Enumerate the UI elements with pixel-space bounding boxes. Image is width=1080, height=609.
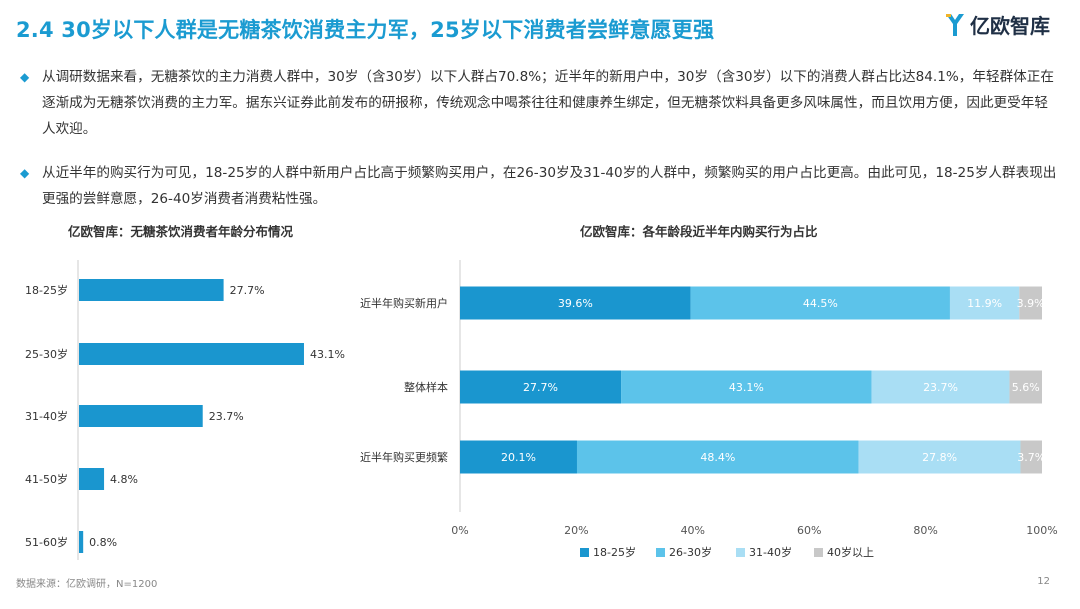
- category-label: 整体样本: [404, 380, 448, 394]
- legend-label: 26-30岁: [669, 545, 712, 559]
- bar-value-label: 4.8%: [110, 473, 138, 486]
- category-label: 51-60岁: [25, 535, 68, 549]
- category-label: 41-50岁: [25, 472, 68, 486]
- category-label: 31-40岁: [25, 409, 68, 423]
- stacked-segment: [460, 440, 577, 474]
- stacked-segment: [1019, 286, 1042, 320]
- diamond-bullet-icon: ◆: [20, 166, 30, 180]
- bar: [79, 405, 203, 427]
- brand-logo: 亿欧智库: [944, 10, 1050, 39]
- stacked-segment: [871, 370, 1010, 404]
- legend-swatch: [814, 548, 823, 557]
- x-tick-label: 80%: [913, 524, 937, 537]
- segment-value-label: 3.7%: [1017, 451, 1045, 464]
- bar: [79, 468, 105, 490]
- data-source-note: 数据来源：亿欧调研，N=1200: [16, 579, 158, 590]
- category-label: 25-30岁: [25, 347, 68, 361]
- bar: [79, 279, 224, 301]
- segment-value-label: 23.7%: [923, 381, 958, 394]
- x-tick-label: 100%: [1026, 524, 1057, 537]
- bullet-1: ◆ 从调研数据来看，无糖茶饮的主力消费人群中，30岁（含30岁）以下人群占70.…: [20, 64, 1060, 142]
- legend-swatch: [656, 548, 665, 557]
- stacked-segment: [858, 440, 1021, 474]
- bar-value-label: 27.7%: [230, 284, 265, 297]
- segment-value-label: 39.6%: [558, 297, 593, 310]
- bullet-2-text: 从近半年的购买行为可见，18-25岁的人群中新用户占比高于频繁购买用户，在26-…: [42, 165, 1057, 207]
- x-tick-label: 60%: [797, 524, 821, 537]
- segment-value-label: 3.9%: [1017, 297, 1045, 310]
- x-tick-label: 40%: [681, 524, 705, 537]
- x-tick-label: 0%: [451, 524, 468, 537]
- legend-label: 31-40岁: [749, 545, 792, 559]
- segment-value-label: 43.1%: [729, 381, 764, 394]
- legend-label: 18-25岁: [593, 545, 636, 559]
- category-label: 近半年购买新用户: [360, 296, 448, 310]
- legend-swatch: [736, 548, 745, 557]
- legend-label: 40岁以上: [827, 545, 874, 559]
- segment-value-label: 48.4%: [700, 451, 735, 464]
- right-chart-title: 亿欧智库：各年龄段近半年内购买行为占比: [580, 224, 818, 239]
- purchase-behavior-chart: 近半年购买新用户 39.6% 44.5% 11.9% 3.9% 整体样本 27.7% 43.1…: [360, 260, 1058, 559]
- x-tick-label: 20%: [564, 524, 588, 537]
- stacked-segment: [1009, 370, 1042, 404]
- age-distribution-chart: 18-25岁 27.7% 25-30岁 43.1% 31-40岁 23.7% 41-50岁 4…: [25, 260, 345, 560]
- page-title: 2.4 30岁以下人群是无糖茶饮消费主力军，25岁以下消费者尝鲜意愿更强: [16, 18, 715, 42]
- bar-value-label: 0.8%: [89, 536, 117, 549]
- bar: [79, 531, 84, 553]
- bar-value-label: 23.7%: [209, 410, 244, 423]
- segment-value-label: 11.9%: [967, 297, 1002, 310]
- bar-value-label: 43.1%: [310, 348, 345, 361]
- page-number: 12: [1037, 576, 1050, 587]
- segment-value-label: 27.7%: [523, 381, 558, 394]
- stacked-segment: [621, 370, 872, 404]
- segment-value-label: 27.8%: [922, 451, 957, 464]
- stacked-segment: [460, 370, 622, 404]
- stacked-segment: [949, 286, 1020, 320]
- segment-value-label: 44.5%: [803, 297, 838, 310]
- stacked-segment: [1020, 440, 1042, 474]
- legend-swatch: [580, 548, 589, 557]
- category-label: 18-25岁: [25, 283, 68, 297]
- bullet-1-text: 从调研数据来看，无糖茶饮的主力消费人群中，30岁（含30岁）以下人群占70.8%…: [42, 69, 1054, 137]
- logo-icon: [946, 13, 964, 36]
- stacked-segment: [576, 440, 859, 474]
- segment-value-label: 20.1%: [501, 451, 536, 464]
- logo-text: 亿欧智库: [970, 14, 1050, 38]
- diamond-bullet-icon: ◆: [20, 70, 30, 84]
- left-chart-title: 亿欧智库：无糖茶饮消费者年龄分布情况: [68, 224, 294, 239]
- stacked-segment: [690, 286, 950, 320]
- bullet-2: ◆ 从近半年的购买行为可见，18-25岁的人群中新用户占比高于频繁购买用户，在2…: [20, 160, 1060, 212]
- segment-value-label: 5.6%: [1012, 381, 1040, 394]
- bar: [79, 343, 304, 365]
- stacked-segment: [460, 286, 691, 320]
- category-label: 近半年购买更频繁: [360, 450, 448, 464]
